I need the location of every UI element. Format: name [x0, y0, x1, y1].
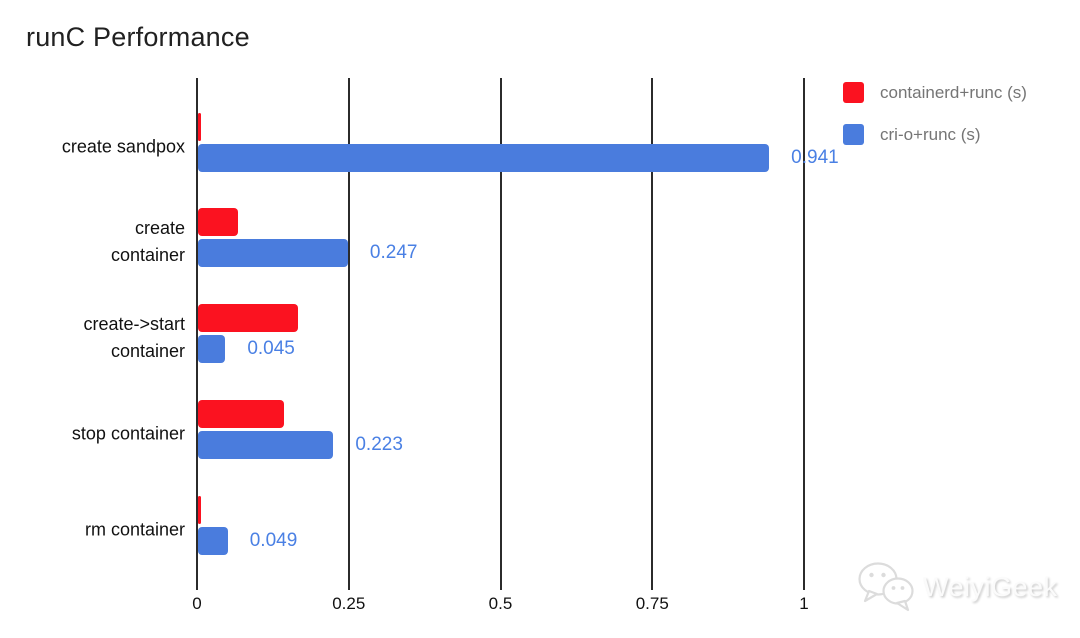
category-label: stop container	[71, 423, 185, 444]
legend-label: cri-o+runc (s)	[880, 124, 981, 144]
legend-label: containerd+runc (s)	[880, 82, 1027, 102]
legend-swatch-icon	[843, 82, 864, 103]
x-tick-label: 0.75	[635, 594, 669, 613]
value-label: 0.941	[791, 147, 839, 168]
watermark: WeiyiGeek	[855, 558, 1058, 616]
value-label: 0.045	[247, 338, 295, 359]
legend-swatch-icon	[843, 124, 864, 145]
gridline	[651, 78, 654, 590]
bar-cri-o-runc	[198, 335, 226, 363]
gridline	[196, 78, 198, 590]
bar-cri-o-runc	[198, 431, 334, 459]
value-label: 0.223	[355, 434, 403, 455]
value-label: 0.049	[249, 530, 298, 551]
category-label: rm container	[84, 519, 185, 540]
category-label: create container	[110, 218, 185, 265]
bar-cri-o-runc	[198, 239, 348, 267]
bar-cri-o-runc	[198, 527, 228, 555]
legend-item: containerd+runc (s)	[843, 82, 1027, 103]
x-tick-label: 1	[799, 594, 809, 613]
bar-cri-o-runc	[198, 144, 770, 172]
bar-containerd-runc	[198, 208, 239, 236]
category-label: create sandpox	[61, 136, 185, 157]
x-tick-label: 0.5	[488, 594, 513, 613]
value-label: 0.247	[369, 242, 418, 263]
category-label: create->start container	[83, 314, 185, 361]
wechat-icon	[858, 562, 914, 612]
legend-item: cri-o+runc (s)	[843, 124, 1027, 145]
chart-title: runC Performance	[26, 22, 250, 52]
x-tick-label: 0.25	[332, 594, 366, 613]
legend: containerd+runc (s) cri-o+runc (s)	[843, 82, 1027, 166]
bar-containerd-runc	[198, 496, 202, 524]
gridline	[499, 78, 502, 590]
bar-containerd-runc	[198, 113, 202, 141]
bar-containerd-runc	[198, 304, 299, 332]
gridline	[803, 78, 805, 590]
x-tick-label: 0	[192, 594, 202, 613]
bar-containerd-runc	[198, 400, 285, 428]
watermark-text: WeiyiGeek	[923, 571, 1058, 602]
gridline	[347, 78, 350, 590]
